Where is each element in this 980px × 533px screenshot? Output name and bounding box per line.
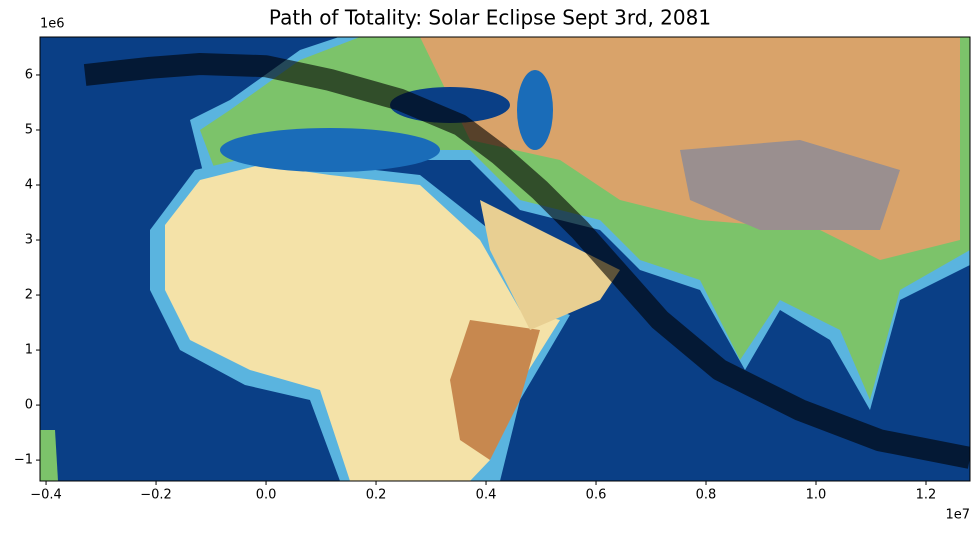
axes-frame — [39, 36, 971, 482]
x-tick-label: 0.8 — [696, 488, 717, 503]
x-tick-label: 0.0 — [256, 488, 277, 503]
y-tick-label: 2 — [25, 288, 33, 303]
x-tick-label: 0.2 — [366, 488, 387, 503]
x-tick-label: 0.6 — [586, 488, 607, 503]
totality-path — [83, 53, 970, 469]
y-tick-label: 5 — [25, 122, 33, 137]
chart-title: Path of Totality: Solar Eclipse Sept 3rd… — [269, 6, 711, 30]
y-tick-label: 6 — [25, 67, 33, 82]
y-tick-label: −1 — [14, 453, 33, 468]
y-tick-label: 0 — [25, 398, 33, 413]
y-tick-label: 4 — [25, 178, 33, 193]
x-tick-label: 1.2 — [916, 488, 937, 503]
x-offset-label: 1e7 — [945, 508, 970, 523]
x-tick-label: 1.0 — [806, 488, 827, 503]
y-tick-label: 1 — [25, 343, 33, 358]
y-offset-label: 1e6 — [40, 17, 65, 32]
x-tick-label: −0.4 — [30, 488, 62, 503]
plot-area — [83, 53, 970, 469]
y-tick-label: 3 — [25, 233, 33, 248]
x-tick-label: 0.4 — [476, 488, 497, 503]
x-tick-label: −0.2 — [140, 488, 172, 503]
